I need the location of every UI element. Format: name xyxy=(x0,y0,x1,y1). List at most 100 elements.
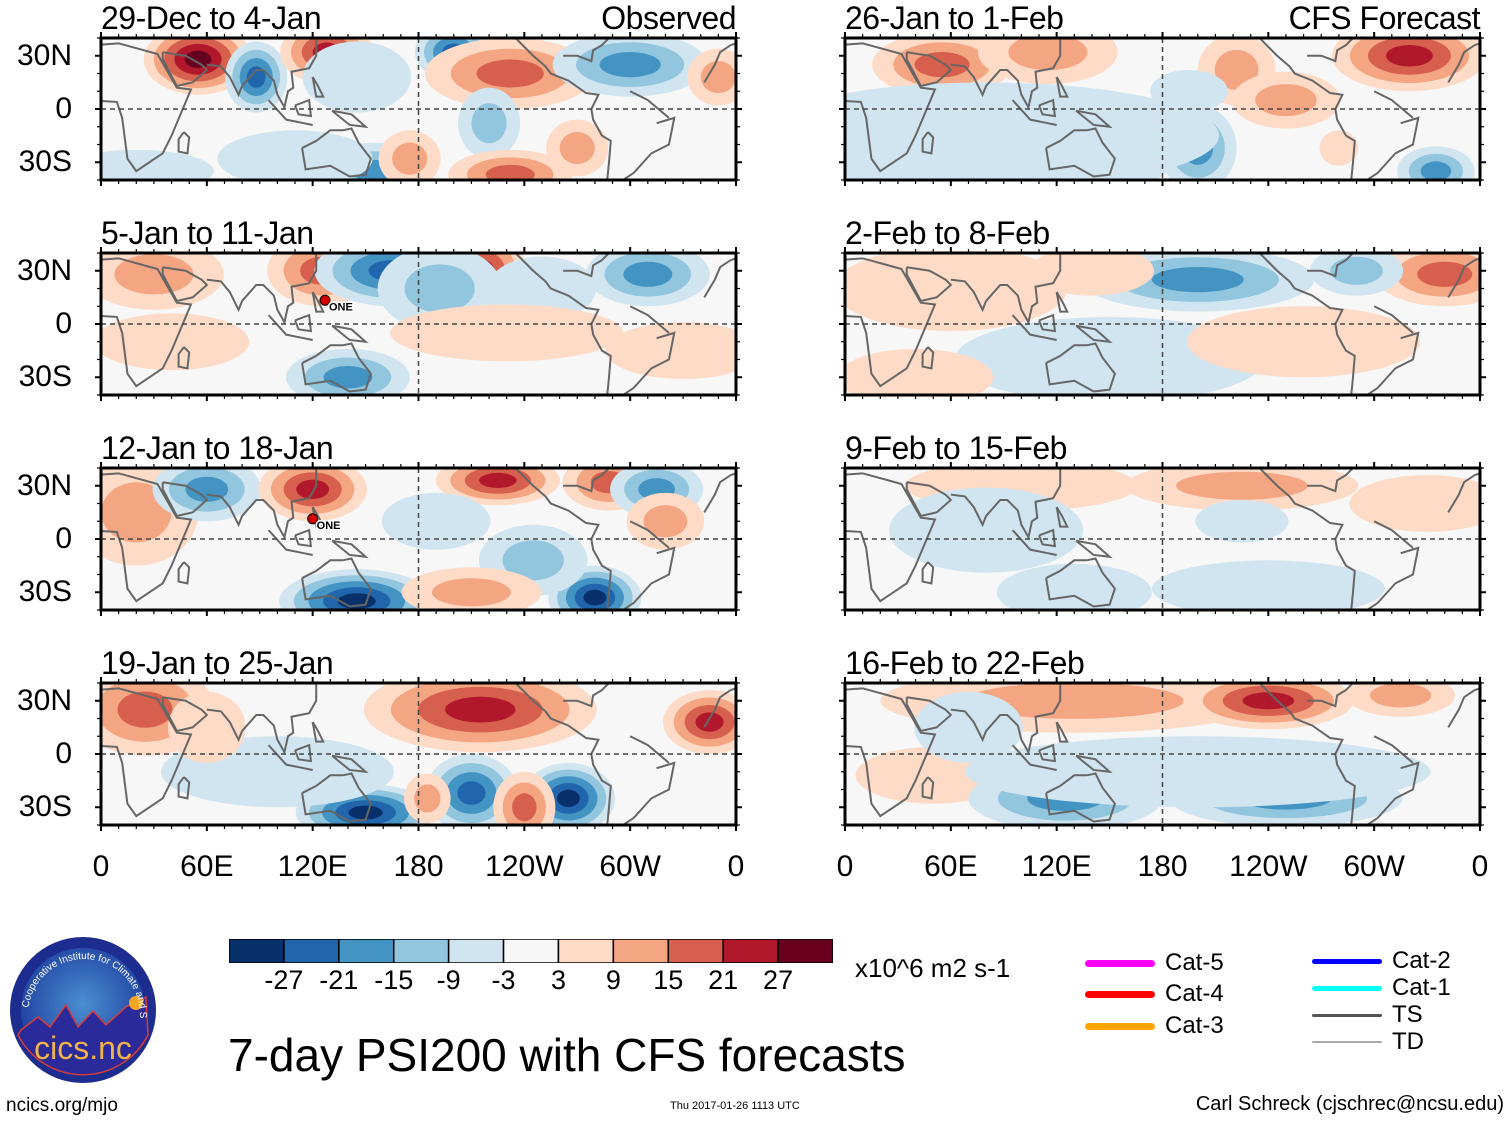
coastline xyxy=(514,683,612,825)
coastline xyxy=(177,561,191,585)
positive-anomaly-contour xyxy=(1242,692,1295,710)
positive-anomaly-contour xyxy=(296,479,330,499)
negative-anomaly-contour xyxy=(487,256,597,321)
coastline xyxy=(1011,529,1057,556)
positive-anomaly-contour xyxy=(1349,475,1480,532)
map-panel xyxy=(839,462,1486,616)
map-panel xyxy=(839,247,1486,401)
panel-column-label: Observed xyxy=(601,0,736,36)
coastline xyxy=(1038,528,1057,548)
x-tick-label: 120E xyxy=(277,850,348,883)
legend-line-swatch xyxy=(1312,958,1382,964)
coastline xyxy=(514,38,612,180)
colorbar-label: 9 xyxy=(605,965,621,995)
panel-column-label: CFS Forecast xyxy=(1288,0,1481,36)
coastline xyxy=(845,472,937,603)
positive-anomaly-contour xyxy=(1319,130,1359,166)
y-tick-label: 30S xyxy=(18,145,72,179)
panel-title: 12-Jan to 18-Jan xyxy=(101,430,334,466)
panel-title: 26-Jan to 1-Feb xyxy=(845,0,1064,36)
colorbar-swatch xyxy=(557,939,615,963)
coastline xyxy=(206,253,318,325)
coastline xyxy=(905,696,953,733)
y-tick-label: 30S xyxy=(18,360,72,394)
legend-label: TD xyxy=(1392,1028,1424,1055)
coastline xyxy=(1038,743,1057,763)
coastline xyxy=(514,253,612,395)
coastline xyxy=(311,291,325,313)
colorbar-swatch xyxy=(447,939,505,963)
coastline xyxy=(177,346,191,370)
coastline xyxy=(206,38,318,110)
y-tick-label: 30N xyxy=(16,468,72,502)
hurricane-icon xyxy=(319,294,331,306)
positive-anomaly-contour xyxy=(114,254,194,295)
y-tick-label: 30N xyxy=(16,38,72,72)
panel-title: 9-Feb to 15-Feb xyxy=(845,430,1067,466)
coastline xyxy=(161,51,209,88)
colorbar-swatch xyxy=(392,939,450,963)
negative-anomaly-contour xyxy=(583,589,607,606)
colorbar xyxy=(229,939,833,963)
coastline xyxy=(950,468,1062,540)
coastline xyxy=(161,481,209,518)
coastline xyxy=(1366,116,1420,180)
coastline xyxy=(950,38,1062,110)
negative-anomaly-contour xyxy=(348,805,383,820)
coastline xyxy=(1447,687,1480,728)
coastline xyxy=(1366,546,1420,610)
map-panel: ONE xyxy=(95,247,742,401)
coastline xyxy=(294,313,313,333)
coastline xyxy=(267,529,313,556)
y-tick-label: 0 xyxy=(55,307,72,340)
coastline xyxy=(101,687,193,818)
coastline xyxy=(267,314,313,341)
footer-website[interactable]: ncics.org/mjo xyxy=(6,1095,118,1116)
negative-anomaly-contour xyxy=(457,781,486,805)
x-tick-label: 60E xyxy=(180,850,234,883)
negative-anomaly-contour xyxy=(623,261,673,287)
y-tick-label: 30S xyxy=(18,790,72,824)
negative-anomaly-contour xyxy=(914,691,1023,763)
colorbar-label: -27 xyxy=(264,965,304,995)
positive-anomaly-contour xyxy=(512,793,537,822)
coastline xyxy=(267,744,313,771)
map-panel: ONE xyxy=(95,462,742,616)
positive-anomaly-contour xyxy=(695,712,724,732)
coastline xyxy=(1075,324,1113,344)
colorbar-swatch xyxy=(229,939,285,963)
positive-anomaly-contour xyxy=(390,304,624,362)
storm-label: ONE xyxy=(317,520,341,532)
positive-anomaly-contour xyxy=(1369,683,1432,708)
coastline xyxy=(301,557,372,608)
positive-anomaly-contour xyxy=(101,482,172,543)
coastline xyxy=(177,776,191,800)
x-tick-label: 120W xyxy=(485,850,564,883)
negative-anomaly-contour xyxy=(557,789,580,808)
x-tick-label: 0 xyxy=(836,850,854,883)
positive-anomaly-contour xyxy=(101,313,250,371)
legend-line-swatch xyxy=(1085,990,1155,998)
y-tick-label: 30N xyxy=(16,683,72,717)
negative-anomaly-contour xyxy=(1151,267,1244,293)
coastline xyxy=(1038,313,1057,333)
coastline xyxy=(1307,253,1354,278)
coastline xyxy=(921,131,935,155)
coastline xyxy=(622,546,676,610)
coastline xyxy=(703,257,736,298)
coastline xyxy=(1055,506,1069,528)
negative-anomaly-contour xyxy=(502,540,564,581)
coastline xyxy=(845,257,937,388)
y-tick-label: 0 xyxy=(55,737,72,770)
coastline xyxy=(1373,735,1414,764)
coastline xyxy=(514,468,612,610)
coastline xyxy=(622,331,676,395)
positive-anomaly-contour xyxy=(700,60,736,94)
coastline xyxy=(629,305,670,334)
coastline xyxy=(703,42,736,83)
positive-anomaly-contour xyxy=(845,348,994,395)
coastline xyxy=(563,683,610,708)
coastline xyxy=(950,253,1062,325)
coastline xyxy=(101,42,193,173)
colorbar-label: 21 xyxy=(708,965,739,995)
